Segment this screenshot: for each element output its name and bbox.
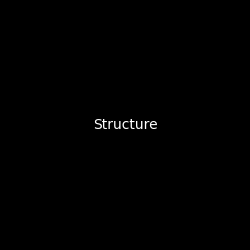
Text: Structure: Structure xyxy=(93,118,157,132)
